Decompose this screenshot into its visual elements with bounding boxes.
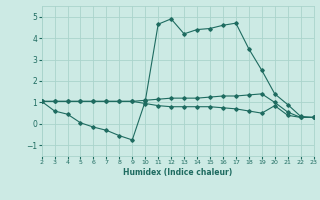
X-axis label: Humidex (Indice chaleur): Humidex (Indice chaleur) (123, 168, 232, 177)
